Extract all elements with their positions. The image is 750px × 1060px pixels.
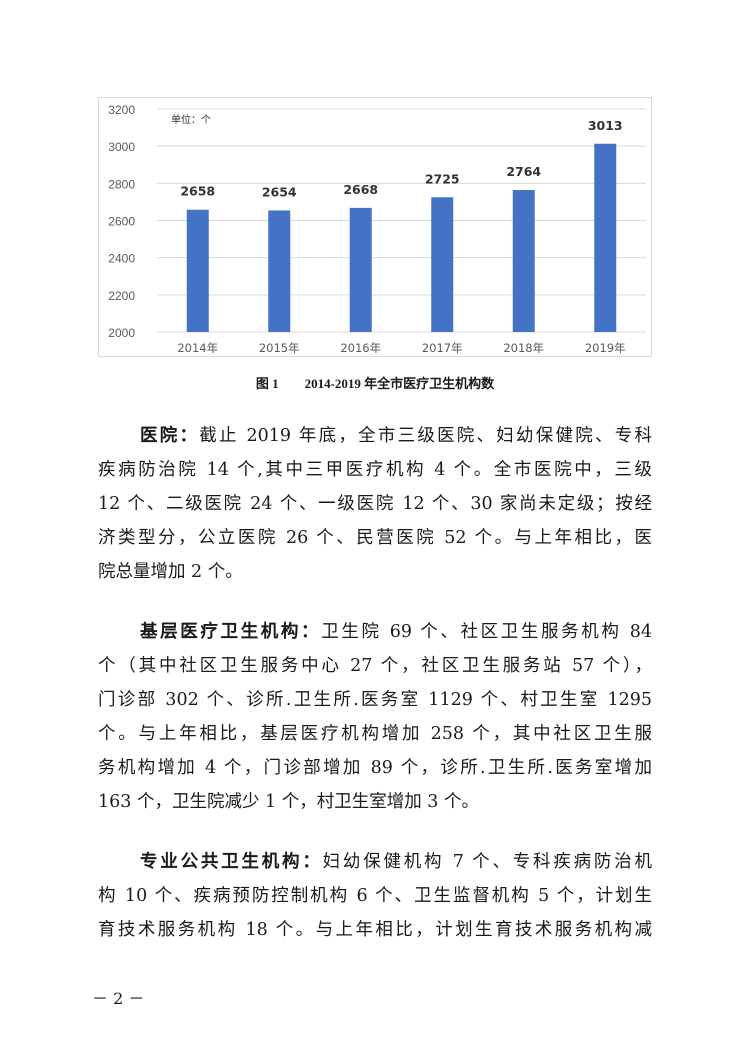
text-line: 育技术服务机构 18 个。与上年相比，计划生育技术服务机构减 xyxy=(98,913,652,947)
text-line: 济类型分，公立医院 26 个、民营医院 52 个。与上年相比，医 xyxy=(98,521,652,555)
x-tick-label: 2016年 xyxy=(340,341,381,355)
data-label: 2658 xyxy=(180,184,215,199)
x-tick-label: 2019年 xyxy=(585,341,626,355)
data-label: 3013 xyxy=(588,118,623,133)
line-text: 育技术服务机构 18 个。与上年相比，计划生育技术服务机构减 xyxy=(98,920,652,940)
text-line: 163 个，卫生院减少 1 个，村卫生室增加 3 个。 xyxy=(98,785,652,819)
bar xyxy=(594,143,617,332)
y-tick-label: 2600 xyxy=(108,215,135,229)
paragraph-heading: 医院： xyxy=(140,426,200,446)
data-label: 2654 xyxy=(262,184,297,199)
line-text: 个。与上年相比，基层医疗机构增加 258 个，其中社区卫生服 xyxy=(98,724,652,744)
bar xyxy=(268,210,291,332)
figure-number: 图 1 xyxy=(255,376,279,391)
line-text: 构 10 个、疾病预防控制机构 6 个、卫生监督机构 5 个，计划生 xyxy=(98,886,652,906)
text-line: 个（其中社区卫生服务中心 27 个，社区卫生服务站 57 个）， xyxy=(98,649,652,683)
line-text: 门诊部 302 个、诊所.卫生所.医务室 1129 个、村卫生室 1295 xyxy=(98,690,652,710)
line-text: 济类型分，公立医院 26 个、民营医院 52 个。与上年相比，医 xyxy=(98,528,652,548)
y-tick-label: 2000 xyxy=(108,326,135,340)
figure-caption: 图 1 2014-2019 年全市医疗卫生机构数 xyxy=(0,373,750,392)
y-tick-label: 3000 xyxy=(108,140,135,154)
text-line: 个。与上年相比，基层医疗机构增加 258 个，其中社区卫生服 xyxy=(98,717,652,751)
x-tick-label: 2015年 xyxy=(259,341,300,355)
unit-label: 单位：个 xyxy=(171,113,211,126)
line-text: 12 个、二级医院 24 个、一级医院 12 个、30 家尚未定级；按经 xyxy=(98,494,652,514)
text-line: 医院：截止 2019 年底，全市三级医院、妇幼保健院、专科 xyxy=(98,419,652,453)
paragraph: 专业公共卫生机构：妇幼保健机构 7 个、专科疾病防治机构 10 个、疾病预防控制… xyxy=(98,845,652,947)
bar xyxy=(512,190,535,332)
data-label: 2725 xyxy=(425,171,460,186)
line-text: 疾病防治院 14 个,其中三甲医疗机构 4 个。全市医院中，三级 xyxy=(98,460,652,480)
line-text: 163 个，卫生院减少 1 个，村卫生室增加 3 个。 xyxy=(98,792,479,812)
data-label: 2668 xyxy=(343,182,378,197)
y-tick-label: 2200 xyxy=(108,289,135,303)
line-text: 务机构增加 4 个，门诊部增加 89 个，诊所.卫生所.医务室增加 xyxy=(98,758,652,778)
text-line: 构 10 个、疾病预防控制机构 6 个、卫生监督机构 5 个，计划生 xyxy=(98,879,652,913)
text-line: 12 个、二级医院 24 个、一级医院 12 个、30 家尚未定级；按经 xyxy=(98,487,652,521)
y-tick-label: 2400 xyxy=(108,252,135,266)
data-label: 2764 xyxy=(506,164,541,179)
line-text: 卫生院 69 个、社区卫生服务机构 84 xyxy=(321,622,653,642)
paragraph: 医院：截止 2019 年底，全市三级医院、妇幼保健院、专科疾病防治院 14 个,… xyxy=(98,419,652,589)
bar xyxy=(186,209,209,332)
bar-chart: 2000 2200 2400 2600 2800 3000 3200 单位：个 2658 2014… xyxy=(98,97,652,357)
y-tick-label: 2800 xyxy=(108,177,135,191)
text-line: 专业公共卫生机构：妇幼保健机构 7 个、专科疾病防治机 xyxy=(98,845,652,879)
line-text: 院总量增加 2 个。 xyxy=(98,562,243,582)
x-tick-label: 2014年 xyxy=(177,341,218,355)
line-text: 截止 2019 年底，全市三级医院、妇幼保健院、专科 xyxy=(199,426,652,446)
chart-canvas: 2000 2200 2400 2600 2800 3000 3200 单位：个 2658 2014… xyxy=(108,103,646,355)
text-line: 疾病防治院 14 个,其中三甲医疗机构 4 个。全市医院中，三级 xyxy=(98,453,652,487)
bar xyxy=(431,197,454,332)
line-text: 个（其中社区卫生服务中心 27 个，社区卫生服务站 57 个）， xyxy=(98,656,652,676)
x-tick-label: 2017年 xyxy=(422,341,463,355)
text-line: 基层医疗卫生机构：卫生院 69 个、社区卫生服务机构 84 xyxy=(98,615,652,649)
line-text: 妇幼保健机构 7 个、专科疾病防治机 xyxy=(322,852,652,872)
paragraph-heading: 专业公共卫生机构： xyxy=(140,852,323,872)
text-line: 院总量增加 2 个。 xyxy=(98,555,652,589)
x-tick-label: 2018年 xyxy=(503,341,544,355)
text-line: 门诊部 302 个、诊所.卫生所.医务室 1129 个、村卫生室 1295 xyxy=(98,683,652,717)
bar xyxy=(349,207,372,332)
paragraph: 基层医疗卫生机构：卫生院 69 个、社区卫生服务机构 84 个（其中社区卫生服务中… xyxy=(98,615,652,819)
y-tick-label: 3200 xyxy=(108,103,135,117)
page-number: － 2 － xyxy=(92,989,145,1008)
paragraph-heading: 基层医疗卫生机构： xyxy=(140,622,322,642)
figure-title: 2014-2019 年全市医疗卫生机构数 xyxy=(304,376,495,391)
text-line: 务机构增加 4 个，门诊部增加 89 个，诊所.卫生所.医务室增加 xyxy=(98,751,652,785)
